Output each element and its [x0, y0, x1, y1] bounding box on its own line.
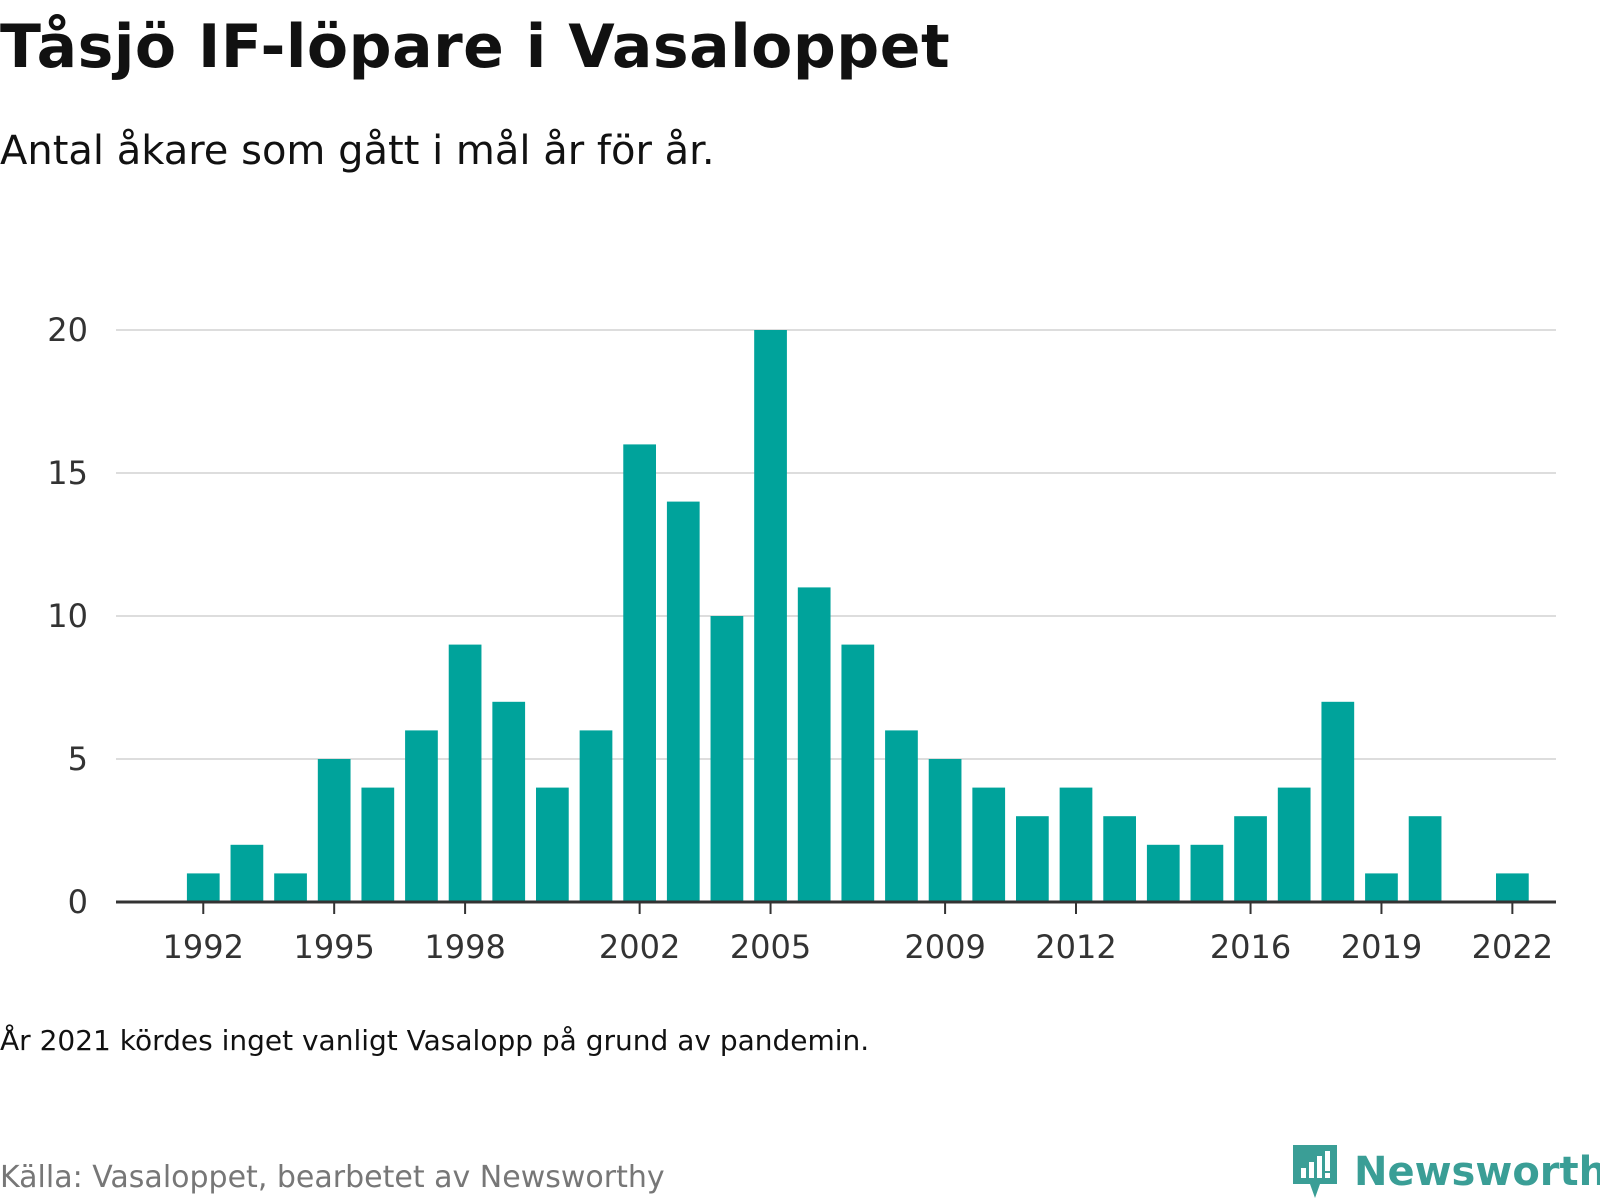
bar-2006: [797, 587, 831, 902]
bar-2002: [623, 444, 656, 902]
x-tick-label: 2016: [1210, 928, 1291, 960]
y-tick-label: 15: [47, 454, 88, 492]
bar-1992: [186, 873, 220, 902]
x-tick-label: 1998: [424, 928, 505, 960]
bar-2000: [536, 787, 569, 902]
bars: [186, 330, 1529, 902]
y-tick-label: 0: [68, 883, 88, 921]
bar-1997: [405, 730, 438, 902]
bar-2018: [1321, 701, 1355, 902]
brand-logo: Newsworthy: [1290, 1140, 1600, 1204]
x-tick-label: 2022: [1472, 928, 1553, 960]
bar-2004: [710, 616, 744, 902]
x-tick-label: 2005: [730, 928, 811, 960]
brand-name: Newsworthy: [1354, 1149, 1600, 1195]
x-tick-label: 2009: [904, 928, 985, 960]
bar-2005: [754, 330, 787, 902]
bar-2020: [1408, 816, 1442, 902]
source-credit: Källa: Vasaloppet, bearbetet av Newswort…: [0, 1160, 665, 1195]
bar-2009: [928, 759, 962, 902]
x-tick-label: 1995: [293, 928, 374, 960]
bar-2010: [972, 787, 1006, 902]
bar-2001: [579, 730, 613, 902]
y-tick-label: 20: [47, 311, 88, 349]
bar-1996: [361, 787, 395, 902]
x-tick-label: 2019: [1341, 928, 1422, 960]
y-tick-label: 10: [47, 597, 88, 635]
bar-2022: [1496, 873, 1529, 902]
x-tick-label: 2002: [599, 928, 680, 960]
bar-1999: [492, 701, 526, 902]
bar-2012: [1059, 787, 1093, 902]
bar-2007: [841, 644, 875, 902]
chart-title: Tåsjö IF-löpare i Vasaloppet: [0, 12, 951, 82]
bar-2016: [1234, 816, 1267, 902]
gridlines: [116, 329, 1556, 760]
bar-chart: 0 5 10 15 20 1992 1995 1998 2002 2005 2009 2012 2016…: [47, 311, 1556, 960]
axes: 0 5 10 15 20 1992 1995 1998 2002 2005 2009 2012 2016…: [47, 311, 1556, 960]
bar-1995: [317, 759, 351, 902]
x-tick-label: 1992: [163, 928, 244, 960]
bar-1994: [274, 873, 307, 902]
bar-2019: [1365, 873, 1398, 902]
bar-1998: [448, 644, 482, 902]
bar-2008: [885, 730, 918, 902]
y-tick-label: 5: [68, 740, 88, 778]
x-tick-label: 2012: [1035, 928, 1116, 960]
bar-2015: [1190, 844, 1224, 902]
bar-2017: [1277, 787, 1311, 902]
bar-2003: [666, 501, 700, 902]
bar-2013: [1103, 816, 1136, 902]
newsworthy-logo-icon: [1293, 1145, 1337, 1198]
bar-2011: [1016, 816, 1049, 902]
chart-note: År 2021 kördes inget vanligt Vasalopp på…: [0, 1024, 870, 1057]
bar-1993: [230, 844, 264, 902]
chart-subtitle: Antal åkare som gått i mål år för år.: [0, 128, 715, 174]
bar-2014: [1146, 844, 1180, 902]
